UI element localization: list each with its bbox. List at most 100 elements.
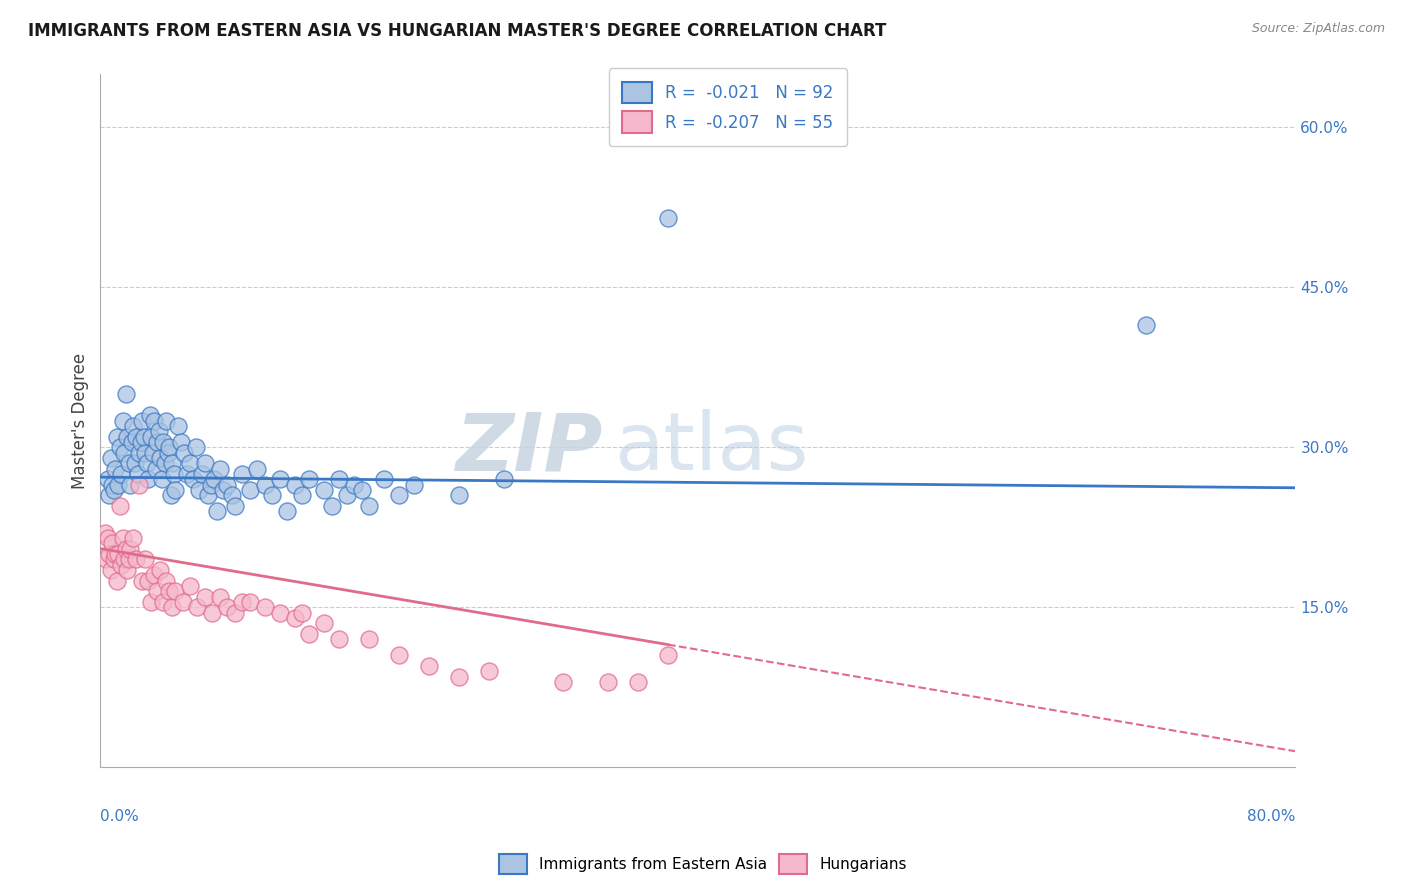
Point [125, 429, 148, 443]
Point [152, 595, 174, 609]
Point [120, 477, 142, 491]
Legend: R =  -0.021   N = 92, R =  -0.207   N = 55: R = -0.021 N = 92, R = -0.207 N = 55 [609, 69, 846, 146]
Point [205, 504, 228, 518]
Point [157, 584, 180, 599]
Point [100, 450, 122, 465]
Point [176, 467, 198, 481]
Point [447, 670, 470, 684]
Point [163, 584, 186, 599]
Point [343, 477, 366, 491]
Point [105, 429, 128, 443]
Point [627, 675, 650, 690]
Point [97, 531, 120, 545]
Point [269, 472, 291, 486]
Point [291, 488, 314, 502]
Point [110, 558, 132, 572]
Point [96, 552, 118, 566]
Point [598, 675, 620, 690]
Point [136, 574, 159, 588]
Point [118, 552, 141, 566]
Point [149, 563, 172, 577]
Point [246, 461, 269, 475]
Point [152, 434, 174, 449]
Point [314, 483, 336, 497]
Point [217, 600, 239, 615]
Point [478, 665, 501, 679]
Point [131, 574, 153, 588]
Point [114, 541, 136, 556]
Point [170, 434, 193, 449]
Point [156, 445, 179, 459]
Point [107, 477, 129, 491]
Point [388, 648, 411, 663]
Point [201, 606, 224, 620]
Point [97, 472, 120, 486]
Point [125, 552, 148, 566]
Point [146, 434, 169, 449]
Point [283, 477, 305, 491]
Point [173, 445, 195, 459]
Point [179, 456, 201, 470]
Point [120, 541, 142, 556]
Text: 0.0%: 0.0% [100, 809, 139, 824]
Point [111, 531, 134, 545]
Point [181, 472, 204, 486]
Point [262, 488, 284, 502]
Legend: Immigrants from Eastern Asia, Hungarians: Immigrants from Eastern Asia, Hungarians [494, 848, 912, 880]
Point [191, 467, 214, 481]
Point [100, 563, 122, 577]
Point [221, 488, 243, 502]
Point [239, 595, 262, 609]
Point [149, 450, 172, 465]
Point [657, 211, 679, 225]
Point [208, 590, 231, 604]
Point [328, 472, 350, 486]
Y-axis label: Master's Degree: Master's Degree [72, 352, 89, 489]
Point [103, 483, 125, 497]
Point [179, 579, 201, 593]
Point [186, 600, 208, 615]
Point [418, 659, 440, 673]
Point [101, 536, 124, 550]
Point [112, 445, 135, 459]
Point [139, 595, 162, 609]
Point [104, 547, 127, 561]
Point [132, 429, 155, 443]
Point [184, 440, 207, 454]
Point [136, 472, 159, 486]
Point [402, 477, 425, 491]
Text: ZIP: ZIP [456, 409, 602, 487]
Point [328, 632, 350, 647]
Point [98, 488, 121, 502]
Point [239, 483, 262, 497]
Point [359, 499, 381, 513]
Text: Source: ZipAtlas.com: Source: ZipAtlas.com [1251, 22, 1385, 36]
Point [104, 461, 127, 475]
Point [118, 456, 141, 470]
Point [269, 606, 291, 620]
Point [142, 445, 165, 459]
Point [145, 461, 167, 475]
Point [253, 477, 276, 491]
Point [139, 429, 162, 443]
Point [492, 472, 515, 486]
Point [187, 483, 209, 497]
Point [115, 429, 138, 443]
Point [148, 424, 170, 438]
Point [194, 590, 217, 604]
Point [1135, 318, 1157, 332]
Point [124, 456, 146, 470]
Point [197, 488, 219, 502]
Point [553, 675, 575, 690]
Point [359, 632, 381, 647]
Text: atlas: atlas [614, 409, 808, 487]
Point [107, 547, 129, 561]
Point [388, 488, 411, 502]
Point [167, 418, 190, 433]
Point [160, 456, 183, 470]
Point [231, 467, 253, 481]
Point [253, 600, 276, 615]
Point [129, 434, 152, 449]
Point [122, 418, 145, 433]
Point [112, 552, 135, 566]
